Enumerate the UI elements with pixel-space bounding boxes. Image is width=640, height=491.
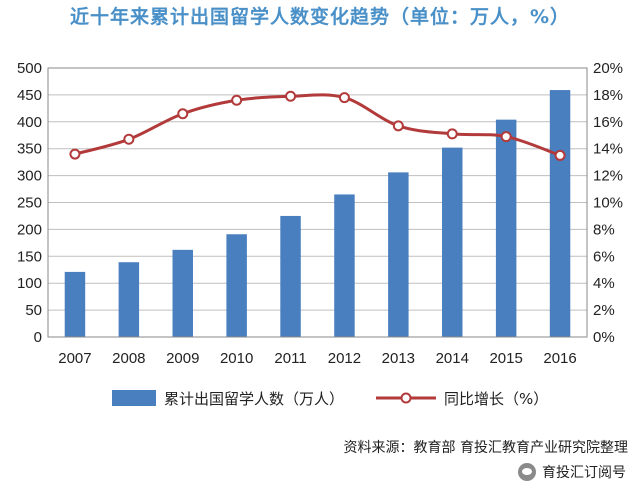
x-tick-label: 2014 — [436, 350, 469, 367]
line-point — [285, 90, 297, 102]
line-point — [392, 120, 404, 132]
bar — [64, 271, 86, 337]
bar — [549, 90, 571, 337]
bar — [495, 119, 517, 337]
legend-swatch-bar — [112, 390, 156, 406]
legend-label-bar: 累计出国留学人数（万人） — [164, 390, 344, 408]
y-left-tick-label: 250 — [17, 195, 42, 212]
x-tick-label: 2011 — [274, 350, 306, 367]
watermark: 育投汇订阅号 — [518, 462, 626, 482]
y-left-tick-label: 350 — [17, 141, 42, 158]
line-point — [338, 92, 350, 104]
bar — [442, 147, 463, 337]
legend: 累计出国留学人数（万人） 同比增长（%） — [112, 390, 548, 408]
line-point — [554, 149, 566, 161]
x-tick-label: 2012 — [328, 350, 361, 367]
chart-title: 近十年来累计出国留学人数变化趋势（单位：万人，%） — [69, 6, 571, 28]
line-series — [69, 90, 566, 161]
x-tick-label: 2008 — [112, 350, 145, 367]
bar-series — [64, 90, 571, 337]
x-tick-label: 2013 — [382, 350, 415, 367]
legend-label-line: 同比增长（%） — [444, 390, 548, 408]
y-left-tick-label: 400 — [17, 114, 42, 131]
y-right-tick-label: 14% — [593, 141, 623, 158]
y-left-tick-label: 0 — [34, 329, 42, 346]
bar — [226, 234, 247, 337]
line-point — [231, 94, 243, 106]
line-point — [69, 148, 81, 160]
growth-line — [74, 93, 561, 157]
y-right-tick-label: 2% — [593, 302, 615, 319]
y-left-tick-label: 50 — [25, 302, 42, 319]
x-tick-label: 2015 — [489, 350, 522, 367]
axes: 0 50 100 150 200 250 300 350 400 450 500 0% 2% 4% 6% 8%… — [17, 60, 623, 367]
bar — [388, 172, 409, 337]
y-right-tick-label: 20% — [593, 60, 623, 77]
bar — [118, 262, 140, 337]
line-point — [446, 128, 458, 140]
y-left-tick-label: 100 — [17, 275, 42, 292]
y-right-tick-label: 10% — [593, 195, 623, 212]
x-tick-label: 2007 — [58, 350, 91, 367]
y-left-tick-label: 200 — [17, 221, 42, 238]
x-tick-label: 2009 — [166, 350, 199, 367]
y-left-tick-label: 300 — [17, 168, 42, 185]
x-tick-label: 2016 — [543, 350, 576, 367]
watermark-text: 育投汇订阅号 — [542, 465, 626, 481]
y-right-tick-label: 6% — [593, 248, 615, 265]
x-tick-label: 2010 — [220, 350, 253, 367]
line-point — [177, 108, 189, 120]
legend-marker — [400, 392, 412, 404]
y-left-tick-label: 450 — [17, 87, 42, 104]
y-right-tick-label: 0% — [593, 329, 615, 346]
y-right-tick-label: 8% — [593, 221, 615, 238]
y-right-tick-label: 12% — [593, 168, 623, 185]
line-point — [500, 131, 512, 143]
source-note: 资料来源：教育部 育投汇教育产业研究院整理 — [343, 440, 628, 456]
bar — [172, 249, 193, 337]
bar — [280, 215, 301, 337]
y-right-tick-label: 16% — [593, 114, 623, 131]
bar — [334, 194, 355, 337]
line-point — [123, 133, 135, 145]
y-right-tick-label: 18% — [593, 87, 623, 104]
wechat-icon — [518, 463, 536, 481]
y-left-tick-label: 500 — [17, 60, 42, 77]
y-right-tick-label: 4% — [593, 275, 615, 292]
y-left-tick-label: 150 — [17, 248, 42, 265]
plot-frame — [47, 67, 588, 338]
